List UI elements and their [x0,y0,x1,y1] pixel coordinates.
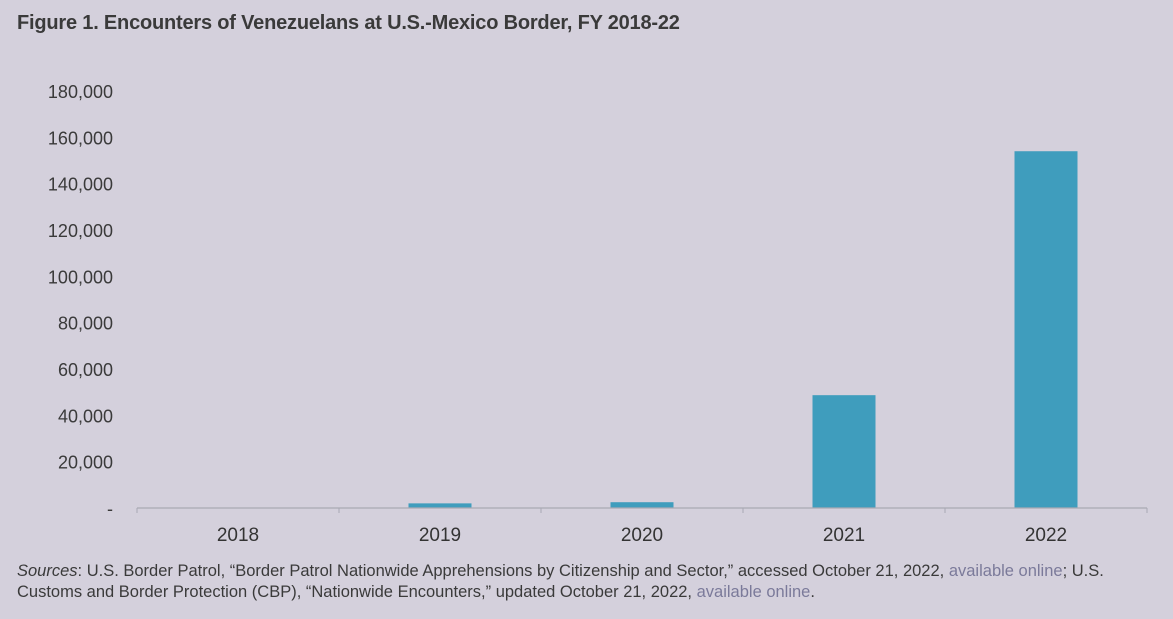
x-tick-label: 2019 [419,525,461,546]
source-link-1[interactable]: available online [948,562,1063,580]
y-tick-label: 160,000 [48,128,113,148]
bar-2019 [408,503,472,508]
x-tick-label: 2022 [1025,525,1067,546]
chart-title: Figure 1. Encounters of Venezuelans at U… [17,12,680,34]
y-tick-label: 40,000 [58,406,113,426]
y-tick-label: 100,000 [48,267,113,287]
sources-note: Sources: U.S. Border Patrol, “Border Pat… [17,561,1167,603]
sources-text-3: . [810,583,815,601]
x-axis: 2018 2019 2020 2021 2022 [136,507,1148,546]
bars [206,151,1078,508]
x-tick-label: 2021 [823,525,865,546]
bar-2022 [1014,151,1078,508]
sources-text-2: ; U.S. Customs and Border Protection (CB… [17,562,1104,601]
bar-2021 [812,395,876,508]
y-tick-label: 80,000 [58,314,113,334]
y-tick-label: 60,000 [58,360,113,380]
y-tick-label: 20,000 [58,453,113,473]
y-tick-label: 120,000 [48,221,113,241]
x-tick-label: 2018 [217,525,259,546]
sources-label: Sources [17,562,78,580]
bar-2020 [610,502,674,508]
x-tick-label: 2020 [621,525,663,546]
y-tick-label: - [107,499,113,519]
source-link-2[interactable]: available online [696,583,811,601]
y-tick-label: 140,000 [48,175,113,195]
y-tick-label: 180,000 [48,82,113,102]
y-axis-ticks: - 20,000 40,000 60,000 80,000 100,000 120,000 1… [48,82,113,519]
sources-text-1: : U.S. Border Patrol, “Border Patrol Nat… [77,562,949,580]
bar-chart: - 20,000 40,000 60,000 80,000 100,000 120,000 1… [48,82,1148,546]
